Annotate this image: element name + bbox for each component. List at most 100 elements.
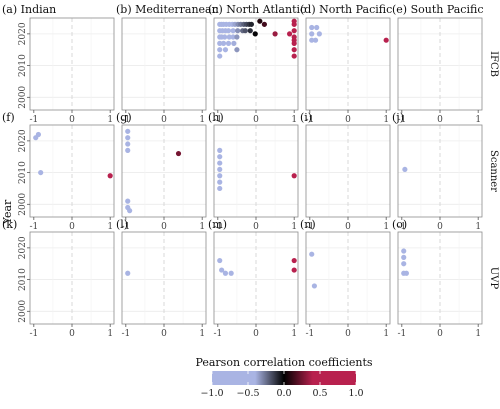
data-point	[401, 261, 407, 267]
data-point	[314, 24, 320, 31]
data-point	[291, 47, 297, 53]
data-point	[309, 24, 315, 31]
data-point	[125, 141, 131, 147]
panel-label: (l)	[116, 218, 128, 231]
data-point	[252, 31, 258, 37]
data-point	[107, 173, 113, 179]
panel-g: (g)-1 0 1	[116, 111, 207, 232]
x-tick-label: -1	[305, 222, 314, 232]
colorbar-tick-label: −1.0	[200, 388, 223, 399]
x-tick-label: -1	[29, 222, 38, 232]
x-tick-label: 0	[253, 222, 259, 232]
x-tick-label: -1	[121, 329, 130, 339]
panel-e: -1 0 1	[397, 17, 483, 125]
column-title: (e) South Pacific	[392, 3, 483, 16]
panel-l: (l)-1 0 1	[116, 218, 207, 339]
data-point	[228, 270, 234, 276]
data-point	[309, 37, 315, 43]
column-title: (a) Indian	[2, 3, 56, 16]
panel-label: (m)	[208, 218, 227, 231]
data-point	[175, 150, 182, 157]
y-tick-label: 2020	[18, 236, 28, 259]
data-point	[225, 40, 232, 46]
data-point	[291, 28, 297, 34]
x-tick-label: -1	[213, 329, 222, 339]
x-tick-label: 0	[437, 222, 443, 232]
colorbar-title: Pearson correlation coefficients	[195, 356, 372, 369]
colorbar-tick-label: −0.5	[236, 388, 259, 399]
data-point	[219, 267, 225, 273]
y-axis-label: Year	[1, 199, 14, 225]
colorbar	[212, 371, 356, 385]
data-point	[316, 31, 322, 37]
x-tick-label: -1	[213, 222, 222, 232]
x-tick-label: -1	[305, 329, 314, 339]
panel-a: 2000 2010 2020 -1 0 1	[18, 17, 115, 125]
data-point	[230, 34, 236, 40]
colorbar-tick-label: 1.0	[348, 388, 363, 399]
data-point	[222, 34, 228, 40]
panel-label: (g)	[116, 111, 132, 124]
panel-i: (i) -1 0 1	[300, 111, 391, 232]
colorbar-tick-label: 0.0	[276, 388, 291, 399]
data-point	[217, 40, 223, 46]
panel-label: (f)	[2, 111, 15, 124]
data-point	[291, 267, 297, 273]
colorbar-tick-label: 0.5	[312, 388, 327, 399]
x-tick-label: -1	[397, 329, 406, 339]
x-tick-label: 0	[161, 329, 167, 339]
x-tick-label: 0	[69, 222, 75, 232]
panel-label: (n)	[300, 218, 316, 231]
data-point	[217, 257, 223, 264]
panel-b: -1 0 1	[121, 17, 207, 125]
x-tick-label: 1	[383, 222, 389, 232]
data-point	[311, 283, 317, 289]
data-point	[403, 270, 409, 276]
data-point	[222, 270, 229, 276]
y-tick-label: 2010	[18, 268, 28, 291]
data-point	[309, 251, 315, 257]
y-tick-label: 2000	[18, 86, 28, 109]
data-point	[309, 31, 315, 37]
data-point	[225, 28, 232, 34]
data-point	[217, 154, 223, 160]
row-label: UVP	[488, 267, 499, 290]
x-tick-label: 0	[437, 115, 443, 125]
column-title: (c) North Atlantic	[208, 3, 306, 16]
x-tick-label: -1	[29, 329, 38, 339]
data-point	[217, 166, 223, 173]
data-point	[125, 128, 131, 134]
x-tick-label: -1	[213, 115, 222, 125]
x-tick-label: 0	[345, 115, 351, 125]
x-tick-label: 1	[291, 329, 297, 339]
x-tick-label: 0	[253, 329, 259, 339]
x-tick-label: -1	[29, 115, 38, 125]
data-point	[222, 47, 229, 53]
x-tick-label: 1	[199, 115, 205, 125]
x-tick-label: -1	[121, 222, 130, 232]
panel-h: (h)-1 0 1	[208, 111, 299, 232]
panel-j: (j)-1 0 1	[392, 111, 483, 232]
x-tick-label: 1	[107, 222, 113, 232]
panel-label: (i)	[300, 111, 312, 124]
data-point	[226, 34, 232, 40]
data-point	[217, 160, 223, 166]
panels-layer: (a) Indian (b) Mediterranean(c) North Atl…	[2, 3, 499, 339]
data-point	[230, 28, 236, 34]
row-label: IFCB	[488, 51, 499, 77]
data-point	[38, 169, 44, 176]
data-point	[217, 173, 223, 179]
data-point	[235, 28, 241, 34]
data-point	[401, 248, 407, 254]
x-tick-label: 1	[199, 329, 205, 339]
data-point	[291, 257, 297, 264]
data-point	[402, 166, 408, 173]
data-point	[125, 135, 131, 141]
data-point	[287, 31, 293, 37]
data-point	[291, 173, 297, 179]
x-tick-label: -1	[397, 115, 406, 125]
data-point	[127, 208, 133, 214]
y-tick-label: 2010	[18, 161, 28, 184]
column-title: (d) North Pacific	[300, 3, 392, 16]
